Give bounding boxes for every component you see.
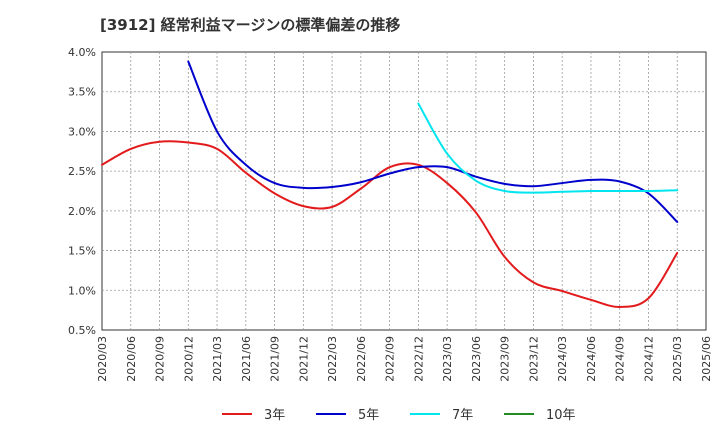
x-tick-label: 2024/06: [585, 336, 598, 382]
x-tick-label: 2020/09: [154, 336, 167, 382]
y-tick-label: 4.0%: [68, 46, 96, 59]
y-tick-layer: 0.5% 1.0% 1.5% 2.0% 2.5% 3.0% 3.5% 4.0%: [68, 46, 96, 337]
y-tick-label: 0.5%: [68, 324, 96, 337]
chart-title: [3912] 経常利益マージンの標準偏差の推移: [100, 16, 401, 34]
legend-label: 3年: [264, 408, 285, 423]
x-tick-label: 2022/03: [326, 336, 339, 382]
x-tick-label: 2023/12: [527, 336, 540, 382]
legend: 3年 5年 7年 10年: [222, 408, 576, 423]
y-tick-label: 2.0%: [68, 205, 96, 218]
x-tick-label: 2021/03: [211, 336, 224, 382]
x-tick-label: 2024/03: [556, 336, 569, 382]
x-tick-label: 2024/12: [642, 336, 655, 382]
x-tick-label: 2023/09: [499, 336, 512, 382]
x-tick-label: 2023/03: [441, 336, 454, 382]
series-line-3: [417, 102, 679, 194]
x-tick-label: 2020/12: [182, 336, 195, 382]
x-tick-label: 2025/03: [671, 336, 684, 382]
y-tick-label: 2.5%: [68, 165, 96, 178]
x-tick-label: 2020/03: [96, 336, 109, 382]
series-layer: [101, 60, 679, 308]
y-tick-label: 3.0%: [68, 125, 96, 138]
x-tick-label: 2022/12: [412, 336, 425, 382]
y-tick-label: 1.0%: [68, 284, 96, 297]
legend-label: 10年: [546, 408, 576, 423]
x-tick-label: 2022/09: [384, 336, 397, 382]
x-tick-label: 2025/06: [700, 336, 713, 382]
x-tick-label: 2021/06: [240, 336, 253, 382]
x-tick-label: 2020/06: [125, 336, 138, 382]
series-line-1: [101, 140, 679, 308]
series-line-2: [187, 60, 679, 223]
x-tick-label: 2024/09: [614, 336, 627, 382]
x-tick-layer: 2020/03 2020/06 2020/09 2020/12 2021/03 2021/…: [96, 336, 713, 382]
x-tick-label: 2022/06: [355, 336, 368, 382]
y-tick-label: 1.5%: [68, 245, 96, 258]
y-tick-label: 3.5%: [68, 86, 96, 99]
legend-label: 7年: [452, 408, 473, 423]
legend-label: 5年: [358, 408, 379, 423]
x-tick-label: 2021/12: [297, 336, 310, 382]
grid-layer: [102, 52, 706, 330]
x-tick-label: 2021/09: [269, 336, 282, 382]
x-tick-label: 2023/06: [470, 336, 483, 382]
